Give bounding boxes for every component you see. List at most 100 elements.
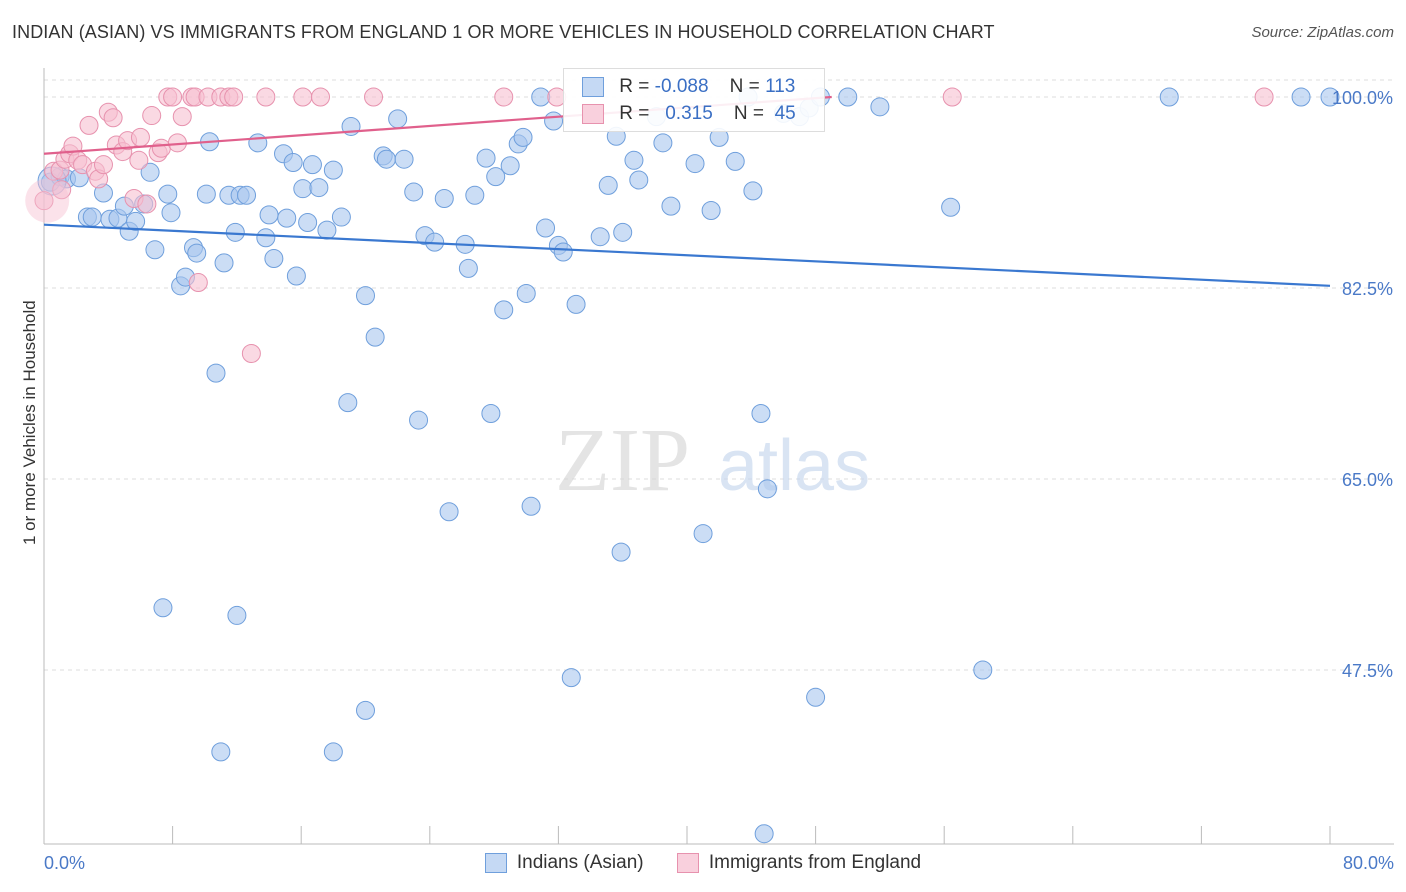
legend-r-value: -0.088: [654, 76, 709, 97]
watermark-atlas: atlas: [718, 426, 870, 506]
data-point: [481, 404, 501, 424]
data-point: [286, 266, 306, 286]
data-point: [513, 127, 533, 147]
data-point: [590, 227, 610, 247]
correlation-legend: R = -0.088 N = 113 R = 0.315 N = 45: [563, 68, 825, 132]
data-point: [161, 203, 181, 223]
data-point: [516, 283, 536, 303]
data-point: [806, 687, 826, 707]
legend-row-pink: R = 0.315 N = 45: [582, 103, 796, 125]
data-point: [536, 218, 556, 238]
x-tick-max: 80.0%: [1342, 853, 1394, 873]
data-point: [310, 87, 330, 107]
data-point: [751, 404, 771, 424]
legend-swatch-blue: [582, 76, 604, 97]
data-point: [151, 138, 171, 158]
data-point: [624, 150, 644, 170]
data-point: [317, 220, 337, 240]
data-point: [142, 106, 162, 126]
data-point: [404, 182, 424, 202]
data-point: [256, 228, 276, 248]
y-axis-label: 1 or more Vehicles in Household: [20, 300, 39, 545]
data-point: [494, 87, 514, 107]
data-point: [323, 742, 343, 762]
data-point: [458, 258, 478, 278]
data-point: [743, 181, 763, 201]
legend-swatch-pink: [582, 103, 604, 124]
data-point: [79, 115, 99, 135]
data-point: [227, 605, 247, 625]
data-point: [237, 185, 257, 205]
data-point: [376, 149, 396, 169]
data-point: [486, 167, 506, 187]
data-point: [757, 479, 777, 499]
data-point: [196, 184, 216, 204]
data-point: [206, 363, 226, 383]
data-point: [211, 742, 231, 762]
data-point: [409, 410, 429, 430]
data-point: [256, 87, 276, 107]
data-point: [1291, 87, 1311, 107]
y-tick-label: 82.5%: [1342, 279, 1393, 299]
chart-title: INDIAN (ASIAN) VS IMMIGRANTS FROM ENGLAN…: [12, 22, 995, 42]
legend-swatch-england: [676, 852, 699, 873]
data-point: [356, 700, 375, 720]
legend-row-blue: R = -0.088 N = 113: [582, 76, 795, 98]
legend-r-value: 0.315: [665, 103, 713, 124]
data-point: [725, 151, 745, 171]
data-point: [224, 87, 244, 107]
legend-item-indians: Indians (Asian): [484, 852, 644, 874]
data-point: [544, 111, 564, 131]
data-point: [1159, 87, 1179, 107]
x-tick-min: 0.0%: [44, 853, 86, 873]
series-immigrants-england: [25, 87, 1274, 363]
data-point: [685, 154, 705, 174]
data-point: [225, 222, 245, 242]
data-point: [653, 133, 673, 153]
y-tick-labels: 47.5% 65.0% 82.5% 100.0%: [1332, 88, 1393, 681]
data-point: [163, 87, 183, 107]
y-tick-label: 65.0%: [1342, 470, 1393, 490]
data-point: [214, 253, 234, 273]
data-point: [298, 213, 318, 233]
data-point: [293, 179, 313, 199]
data-point: [302, 155, 322, 175]
data-point: [126, 211, 146, 231]
legend-label-indians: Indians (Asian): [516, 852, 644, 873]
series-legend: Indians (Asian) Immigrants from England: [0, 852, 1406, 874]
data-point: [754, 824, 774, 844]
legend-r-label: R =: [619, 103, 650, 124]
watermark-zip: ZIP: [555, 411, 690, 510]
data-point: [187, 243, 207, 263]
data-point: [611, 542, 631, 562]
data-point: [188, 273, 208, 293]
data-point: [241, 343, 261, 363]
data-point: [145, 240, 165, 260]
data-point: [264, 249, 284, 269]
data-point: [158, 184, 178, 204]
data-point: [553, 242, 573, 262]
data-point: [693, 524, 713, 544]
data-point: [434, 189, 454, 209]
data-point: [103, 108, 123, 128]
data-point: [293, 87, 313, 107]
data-point: [701, 201, 721, 221]
source-label: Source: ZipAtlas.com: [1251, 24, 1394, 41]
data-point: [365, 327, 385, 347]
grid-lines: [44, 79, 1394, 671]
legend-swatch-indians: [484, 852, 507, 873]
data-point: [129, 150, 149, 170]
watermark: ZIP atlas: [555, 411, 870, 510]
data-point: [259, 205, 279, 225]
data-point: [283, 152, 303, 172]
legend-n-label: N =: [729, 76, 760, 97]
data-point: [323, 160, 343, 180]
data-point: [1320, 87, 1340, 107]
legend-item-england: Immigrants from England: [676, 852, 921, 874]
data-point: [93, 155, 113, 175]
legend-r-label: R =: [619, 76, 650, 97]
data-point: [1254, 87, 1274, 107]
data-point: [494, 300, 514, 320]
data-point-cluster: [25, 178, 70, 223]
y-tick-label: 100.0%: [1332, 88, 1393, 108]
